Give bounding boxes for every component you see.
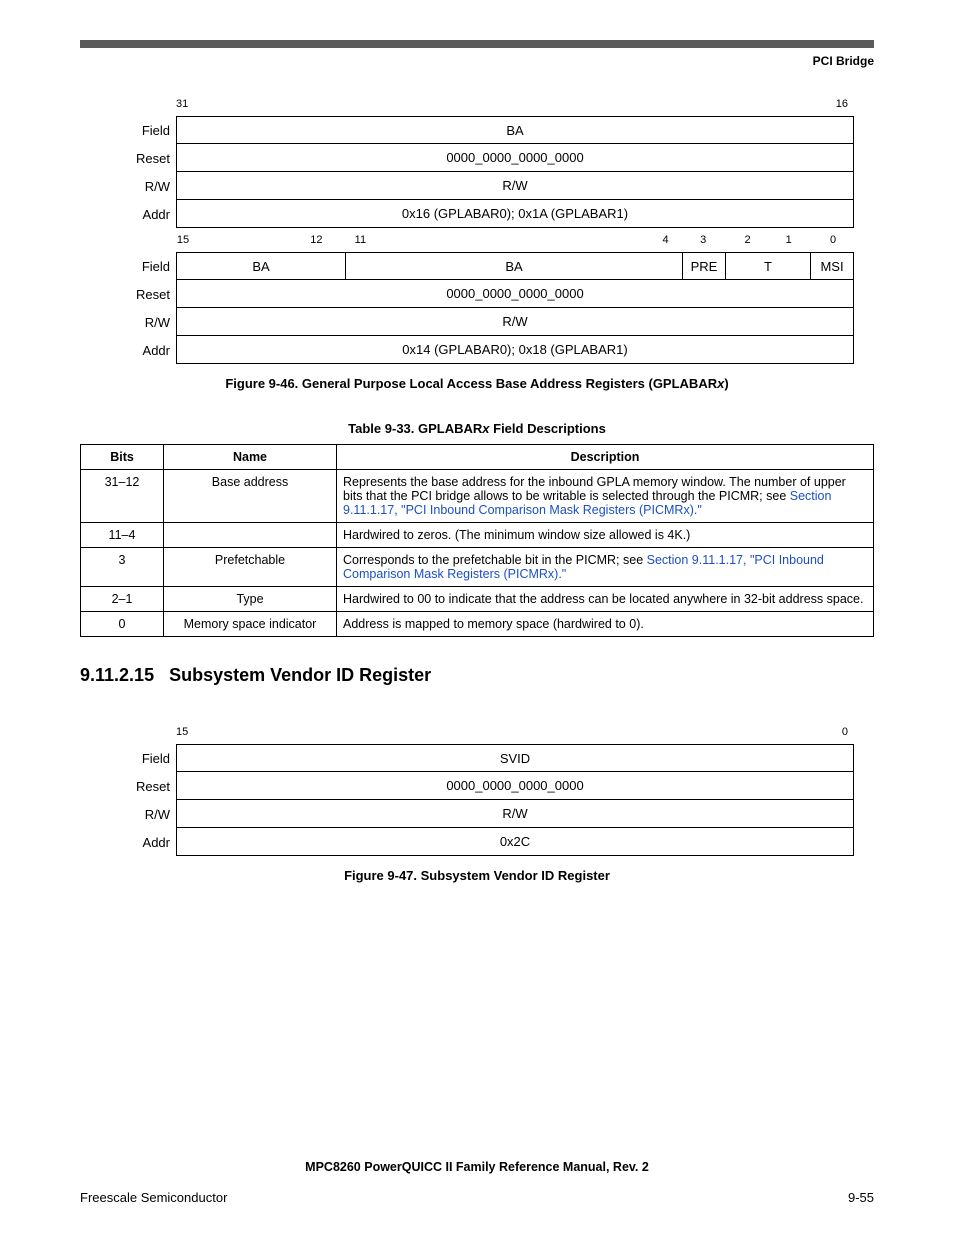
bit-num: 12 [310, 234, 322, 246]
reg-row-field: Field SVID [100, 744, 854, 772]
register-diagram-gplabar: 31 16 FieldBAReset0000_0000_0000_0000R/W… [100, 98, 854, 364]
table-row: 0Memory space indicatorAddress is mapped… [81, 612, 874, 637]
row-label: Addr [100, 828, 176, 856]
bit-num: 3 [700, 234, 706, 246]
field-descriptions-table: Bits Name Description 31–12Base addressR… [80, 444, 874, 637]
footer-page-num: 9-55 [848, 1190, 874, 1205]
figure-caption: Figure 9-46. General Purpose Local Acces… [80, 376, 874, 391]
reg-cell: BA [177, 252, 346, 280]
reg-cell: PRE [683, 252, 726, 280]
table-caption: Table 9-33. GPLABARx Field Descriptions [80, 421, 874, 436]
reg-row: Reset0000_0000_0000_0000 [100, 144, 854, 172]
bit-num: 0 [842, 726, 848, 738]
reg-cell: 0000_0000_0000_0000 [177, 144, 854, 172]
cell-description: Hardwired to zeros. (The minimum window … [337, 523, 874, 548]
footer-doc-title: MPC8260 PowerQUICC II Family Reference M… [80, 1160, 874, 1174]
reg-row: R/WR/W [100, 172, 854, 200]
reg-cell: BA [346, 252, 683, 280]
cross-reference-link[interactable]: Section 9.11.1.17, "PCI Inbound Comparis… [343, 553, 824, 581]
reg-cell: R/W [177, 800, 854, 828]
reg-row: Addr0x14 (GPLABAR0); 0x18 (GPLABAR1) [100, 336, 854, 364]
table-row: 11–4 Hardwired to zeros. (The minimum win… [81, 523, 874, 548]
section-heading: 9.11.2.15 Subsystem Vendor ID Register [80, 665, 874, 686]
reg-cell: 0x2C [177, 828, 854, 856]
reg-cell: T [726, 252, 811, 280]
row-label: R/W [100, 172, 176, 200]
cell-bits: 2–1 [81, 587, 164, 612]
row-label: Reset [100, 280, 176, 308]
reg-row: Addr0x16 (GPLABAR0); 0x1A (GPLABAR1) [100, 200, 854, 228]
header-bar [80, 40, 874, 48]
reg-cell: 0000_0000_0000_0000 [177, 280, 854, 308]
bit-row-upper: 31 16 [100, 98, 854, 116]
page: PCI Bridge 31 16 FieldBAReset0000_0000_0… [0, 0, 954, 1235]
cell-description: Address is mapped to memory space (hardw… [337, 612, 874, 637]
reg-cell: 0000_0000_0000_0000 [177, 772, 854, 800]
row-label: R/W [100, 308, 176, 336]
table-row: 2–1TypeHardwired to 00 to indicate that … [81, 587, 874, 612]
row-label: Addr [100, 200, 176, 228]
reg-cell: BA [177, 116, 854, 144]
reg-cell: 0x16 (GPLABAR0); 0x1A (GPLABAR1) [177, 200, 854, 228]
register-diagram-svid: 15 0 Field SVID Reset 0000_0000_0000_000… [100, 726, 854, 856]
bit-row: 15 0 [100, 726, 854, 744]
bit-num: 31 [176, 98, 188, 110]
reg-row: Reset0000_0000_0000_0000 [100, 280, 854, 308]
bit-num: 4 [662, 234, 668, 246]
row-label: Field [100, 116, 176, 144]
row-label: R/W [100, 800, 176, 828]
cell-description: Corresponds to the prefetchable bit in t… [337, 548, 874, 587]
reg-cell: R/W [177, 308, 854, 336]
cell-bits: 0 [81, 612, 164, 637]
cell-bits: 31–12 [81, 470, 164, 523]
reg-row-rw: R/W R/W [100, 800, 854, 828]
cross-reference-link[interactable]: Section 9.11.1.17, "PCI Inbound Comparis… [343, 489, 831, 517]
reg-row-addr: Addr 0x2C [100, 828, 854, 856]
col-bits: Bits [81, 445, 164, 470]
reg-row-reset: Reset 0000_0000_0000_0000 [100, 772, 854, 800]
cell-name [164, 523, 337, 548]
cell-description: Hardwired to 00 to indicate that the add… [337, 587, 874, 612]
bit-num: 2 [745, 234, 751, 246]
table-row: 31–12Base addressRepresents the base add… [81, 470, 874, 523]
cell-bits: 3 [81, 548, 164, 587]
bit-num: 11 [355, 234, 366, 246]
bit-num: 0 [830, 234, 836, 246]
cell-description: Represents the base address for the inbo… [337, 470, 874, 523]
page-footer: MPC8260 PowerQUICC II Family Reference M… [80, 1160, 874, 1205]
bit-num: 16 [836, 98, 848, 110]
reg-cell: SVID [177, 744, 854, 772]
reg-row: R/WR/W [100, 308, 854, 336]
row-label: Reset [100, 772, 176, 800]
reg-row: FieldBA [100, 116, 854, 144]
bit-num: 1 [786, 234, 792, 246]
table-row: 3PrefetchableCorresponds to the prefetch… [81, 548, 874, 587]
cell-name: Memory space indicator [164, 612, 337, 637]
col-description: Description [337, 445, 874, 470]
reg-cell: 0x14 (GPLABAR0); 0x18 (GPLABAR1) [177, 336, 854, 364]
row-label: Addr [100, 336, 176, 364]
bit-num: 15 [176, 726, 188, 738]
col-name: Name [164, 445, 337, 470]
figure-caption: Figure 9-47. Subsystem Vendor ID Registe… [80, 868, 874, 883]
reg-cell: R/W [177, 172, 854, 200]
cell-name: Base address [164, 470, 337, 523]
reg-row: FieldBABAPRETMSI [100, 252, 854, 280]
cell-bits: 11–4 [81, 523, 164, 548]
bit-num: 15 [177, 234, 189, 246]
row-label: Reset [100, 144, 176, 172]
row-label: Field [100, 252, 176, 280]
bit-row-lower: 15 12 11 4 3 2 1 0 [100, 234, 854, 252]
cell-name: Prefetchable [164, 548, 337, 587]
reg-cell: MSI [811, 252, 854, 280]
cell-name: Type [164, 587, 337, 612]
header-title: PCI Bridge [80, 54, 874, 68]
row-label: Field [100, 744, 176, 772]
footer-left: Freescale Semiconductor [80, 1190, 227, 1205]
